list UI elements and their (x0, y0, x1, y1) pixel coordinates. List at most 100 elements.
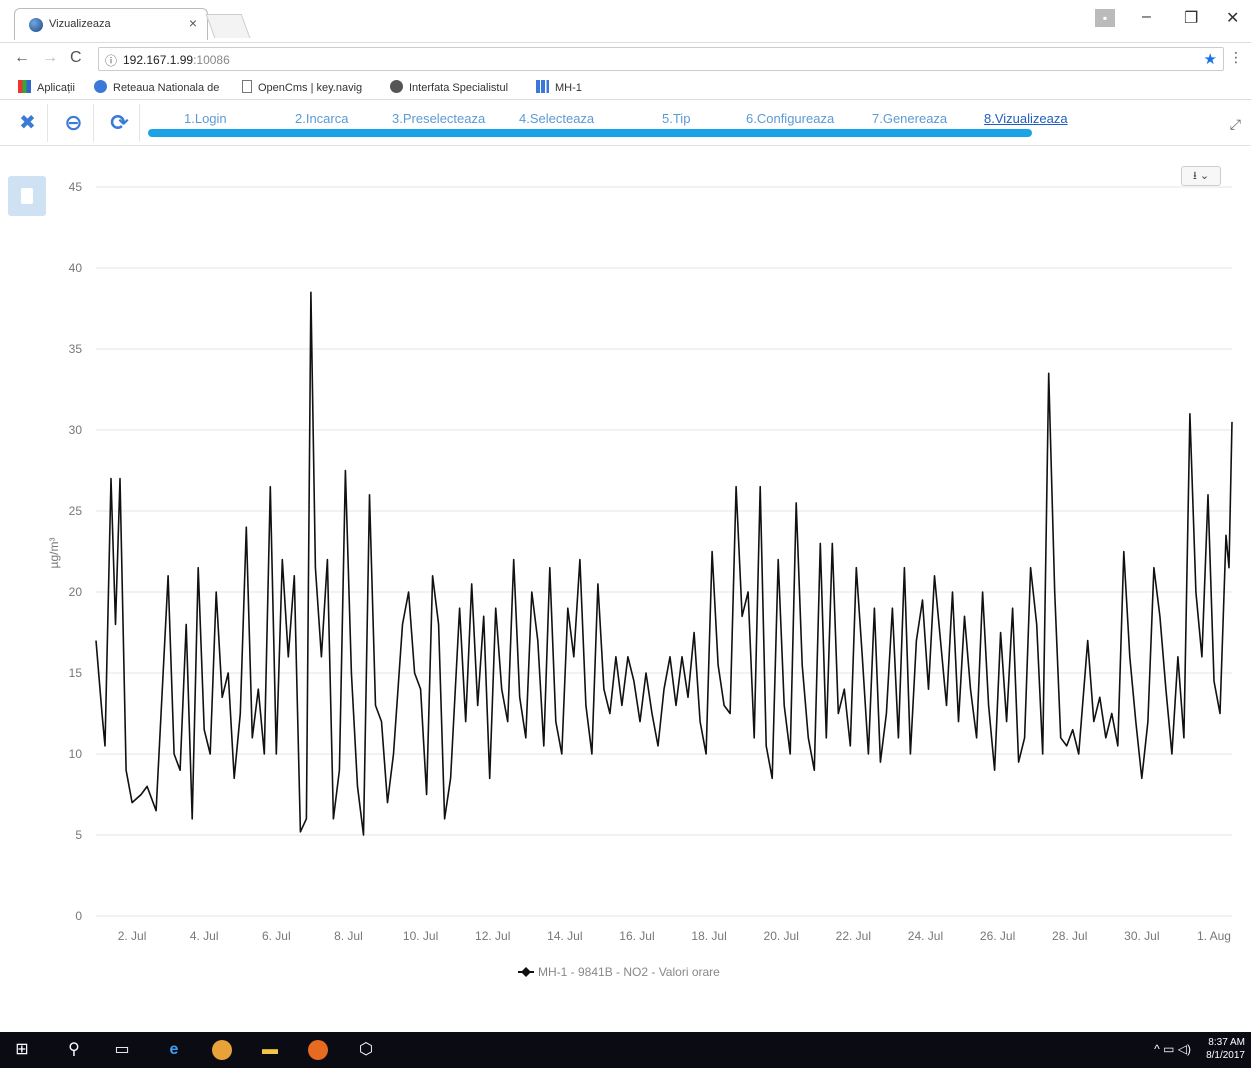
x-tick-label: 4. Jul (190, 929, 219, 943)
chrome-icon[interactable] (212, 1040, 232, 1060)
url-text: 192.167.1.99:10086 (123, 53, 230, 67)
panel-icon (21, 188, 33, 204)
x-tick-label: 22. Jul (836, 929, 871, 943)
x-tick-label: 1. Aug (1197, 929, 1231, 943)
y-tick-label: 40 (69, 261, 83, 275)
task-view-icon[interactable]: ▭ (114, 1041, 130, 1058)
bookmark-interfata[interactable]: Interfata Specialistul (390, 80, 508, 94)
app-cube-icon[interactable]: ⬡ (359, 1041, 373, 1058)
file-explorer-icon[interactable]: ▬ (262, 1041, 278, 1058)
bookmark-label: MH-1 (555, 82, 582, 94)
address-bar-row: ← → C ⓘ 192.167.1.99:10086 ★ ⋮ (0, 42, 1251, 74)
windows-taskbar: ⊞ ⚲ ▭ e ▬ ⬡ ^ ▭ ◁) 8:37 AM 8/1/2017 (0, 1032, 1251, 1068)
step-login[interactable]: 1.Login (184, 111, 227, 126)
tab-close-button[interactable]: × (188, 15, 197, 31)
firefox-icon[interactable] (308, 1040, 328, 1060)
x-tick-label: 20. Jul (764, 929, 799, 943)
x-tick-label: 12. Jul (475, 929, 510, 943)
new-tab-button[interactable] (205, 14, 251, 38)
bookmark-opencms[interactable]: OpenCms | key.navig (242, 80, 362, 94)
step-tip[interactable]: 5.Tip (662, 111, 691, 126)
url-input[interactable]: ⓘ 192.167.1.99:10086 ★ (98, 47, 1224, 71)
series-lines (95, 291, 1233, 836)
x-tick-label: 28. Jul (1052, 929, 1087, 943)
clock-date: 8/1/2017 (1206, 1050, 1245, 1061)
chart-icon (536, 80, 549, 93)
tab-title: Vizualizeaza (49, 18, 111, 30)
x-tick-label: 2. Jul (118, 929, 147, 943)
y-axis-label: µg/m³ (47, 538, 61, 569)
series-line[interactable] (95, 291, 1233, 836)
bookmark-mh1[interactable]: MH-1 (536, 80, 582, 94)
step-genereaza[interactable]: 7.Genereaza (872, 111, 948, 126)
restore-button[interactable]: ❐ (1184, 10, 1199, 27)
reload-icon[interactable]: C (70, 49, 82, 66)
y-axis-ticks: 0 5 10 15 20 25 30 35 40 45 (69, 180, 83, 923)
search-icon[interactable]: ⚲ (68, 1041, 80, 1058)
system-tray-icons[interactable]: ^ ▭ ◁) (1154, 1042, 1191, 1056)
y-tick-label: 25 (69, 504, 83, 518)
y-tick-label: 5 (75, 828, 82, 842)
x-tick-label: 16. Jul (619, 929, 654, 943)
bookmark-retea[interactable]: Reteaua Nationala de (94, 80, 219, 94)
x-tick-label: 26. Jul (980, 929, 1015, 943)
step-selecteaza[interactable]: 4.Selecteaza (519, 111, 595, 126)
minimize-button[interactable]: – (1142, 8, 1151, 25)
back-circle-icon[interactable]: ⊖ (54, 104, 94, 142)
wizard-progress-bar (148, 129, 1032, 137)
step-vizualizeaza[interactable]: 8.Vizualizeaza (984, 111, 1068, 126)
step-preselecteaza[interactable]: 3.Preselecteaza (392, 111, 486, 126)
export-menu-button[interactable]: ⭳ ⌄ (1181, 166, 1221, 186)
bookmark-apps[interactable]: Aplicații (18, 80, 75, 94)
bookmark-label: Aplicații (37, 82, 75, 94)
bookmark-label: Interfata Specialistul (409, 82, 509, 94)
grid-lines (96, 186, 1232, 917)
bookmark-star-icon[interactable]: ★ (1203, 51, 1217, 68)
browser-tabstrip: Vizualizeaza × ▪ – ❐ ✕ (0, 0, 1251, 42)
profile-icon[interactable]: ▪ (1095, 9, 1115, 27)
fullscreen-icon[interactable]: ⤢ (1229, 116, 1241, 132)
x-tick-label: 14. Jul (547, 929, 582, 943)
step-incarca[interactable]: 2.Incarca (295, 111, 349, 126)
x-tick-label: 6. Jul (262, 929, 291, 943)
chart: 0 5 10 15 20 25 30 35 40 45 2. Jul 4. Jul 6. Jul 8. … (47, 180, 1233, 979)
y-tick-label: 10 (69, 747, 83, 761)
windows-start-icon[interactable]: ⊞ (15, 1041, 29, 1058)
bookmark-label: OpenCms | key.navig (258, 82, 363, 94)
bookmark-label: Reteaua Nationala de (113, 82, 220, 94)
globe-icon (390, 80, 403, 93)
edge-icon[interactable]: e (169, 1041, 179, 1058)
window-close-button[interactable]: ✕ (1226, 10, 1240, 27)
forward-arrow-icon[interactable]: → (42, 49, 58, 66)
y-tick-label: 35 (69, 342, 83, 356)
x-tick-label: 30. Jul (1124, 929, 1159, 943)
clock-time: 8:37 AM (1208, 1037, 1245, 1048)
refresh-icon[interactable]: ⟳ (100, 104, 140, 142)
globe-icon (29, 18, 43, 32)
bookmarks-bar: Aplicații Reteaua Nationala de OpenCms |… (0, 74, 1251, 100)
taskbar-clock[interactable]: 8:37 AM 8/1/2017 (1206, 1036, 1245, 1062)
url-port: :10086 (193, 53, 230, 67)
app-toolbar: ✖ ⊖ ⟳ 1.Login 2.Incarca 3.Preselecteaza … (0, 100, 1251, 146)
page-icon (242, 80, 252, 93)
x-tick-label: 8. Jul (334, 929, 363, 943)
x-tick-label: 10. Jul (403, 929, 438, 943)
y-tick-label: 0 (75, 909, 82, 923)
url-host: 192.167.1.99 (123, 53, 194, 67)
step-configureaza[interactable]: 6.Configureaza (746, 111, 835, 126)
globe-icon (94, 80, 107, 93)
info-icon[interactable]: ⓘ (105, 54, 118, 68)
chart-legend[interactable]: MH-1 - 9841B - NO2 - Valori orare (518, 965, 720, 979)
y-tick-label: 15 (69, 666, 83, 680)
legend-series-name: MH-1 - 9841B - NO2 - Valori orare (538, 965, 720, 979)
side-panel-toggle[interactable] (8, 176, 46, 216)
back-arrow-icon[interactable]: ← (14, 49, 30, 66)
y-tick-label: 30 (69, 423, 83, 437)
browser-menu-icon[interactable]: ⋮ (1229, 49, 1243, 65)
browser-tab[interactable]: Vizualizeaza × (14, 8, 208, 40)
legend-diamond-marker (521, 967, 531, 977)
close-x-icon[interactable]: ✖ (8, 104, 48, 142)
y-tick-label: 20 (69, 585, 83, 599)
x-axis-ticks: 2. Jul 4. Jul 6. Jul 8. Jul 10. Jul 12. Jul 14… (118, 929, 1231, 943)
apps-grid-icon (18, 80, 31, 93)
